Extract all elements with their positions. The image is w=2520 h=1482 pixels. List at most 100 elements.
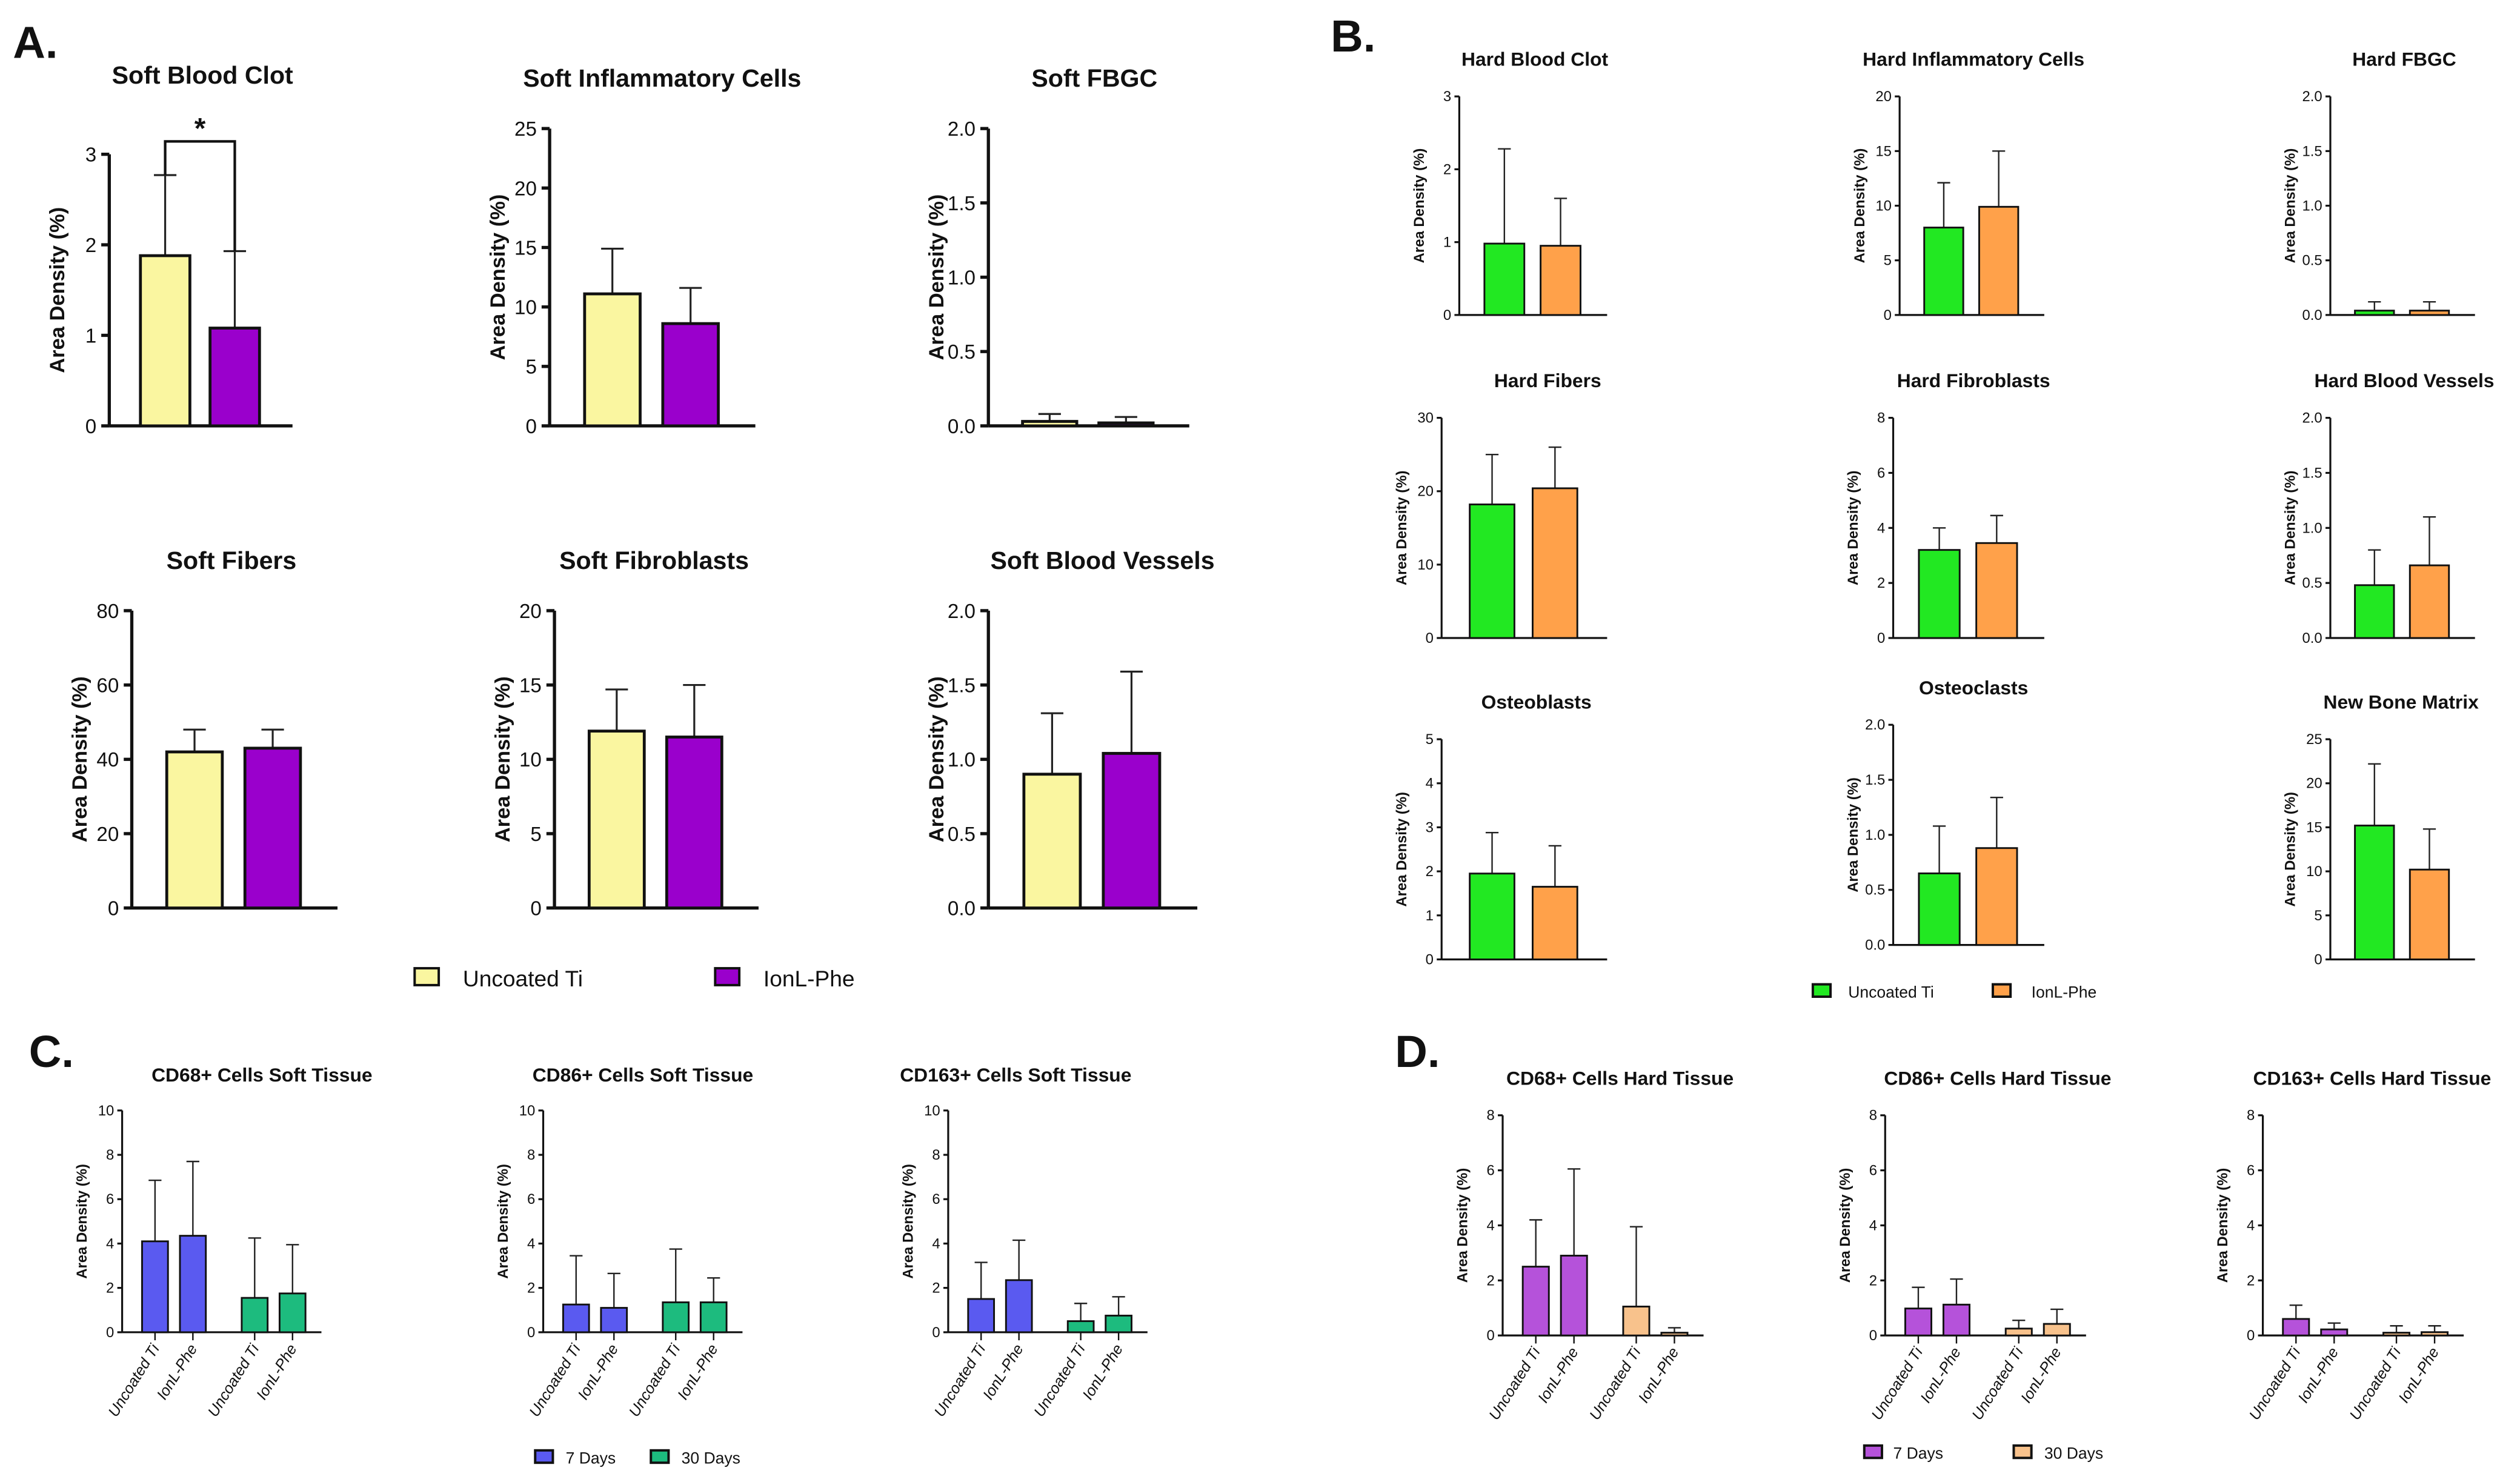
y-tick-label: 40 — [96, 749, 119, 771]
legend-panel-b: Uncoated Ti IonL-Phe — [1811, 983, 2096, 1001]
y-tick-label: 2 — [85, 234, 96, 257]
y-tick-label: 5 — [2314, 908, 2322, 924]
y-axis-label: Area Density (%) — [74, 1164, 90, 1279]
chart-cd86-cells-soft-tissue: CD86+ Cells Soft Tissue 0 2 4 6 8 10 Area Densi… — [495, 1064, 753, 1420]
legend-label: 7 Days — [1893, 1444, 1944, 1463]
bar-ionl-phe — [243, 746, 302, 909]
y-axis-label: Area Density (%) — [2282, 792, 2299, 907]
chart-title: Soft Blood Vessels — [990, 547, 1214, 574]
bar-uncoated-ti — [967, 1298, 996, 1334]
y-tick-label: 0 — [527, 1324, 535, 1341]
y-tick-label: 8 — [932, 1147, 940, 1163]
legend-swatch — [1811, 983, 1832, 999]
chart-title: CD68+ Cells Hard Tissue — [1506, 1067, 1734, 1089]
y-tick-label: 10 — [98, 1103, 115, 1119]
chart-title: Soft Fibers — [167, 547, 297, 574]
y-tick-label: 6 — [1486, 1163, 1494, 1179]
y-tick-label: 10 — [1875, 198, 1892, 214]
bar-ionl-phe — [1532, 886, 1578, 960]
bar-ionl-phe — [1005, 1279, 1033, 1334]
bar-ionl-phe — [208, 327, 261, 428]
y-tick-label: 2.0 — [2302, 88, 2322, 105]
bar-ionl-phe — [1097, 421, 1155, 428]
y-tick-label: 0 — [932, 1324, 940, 1341]
y-tick-label: 4 — [1877, 520, 1885, 536]
y-tick-label: 0 — [1486, 1327, 1494, 1344]
bar-uncoated-ti — [1904, 1308, 1932, 1337]
legend-swatch — [1991, 983, 2012, 999]
y-tick-label: 8 — [1877, 410, 1885, 427]
legend-label: Uncoated Ti — [463, 966, 583, 991]
y-axis-label: Area Density (%) — [1845, 471, 1861, 586]
y-tick-label: 2 — [1443, 161, 1451, 178]
y-tick-label: 5 — [525, 356, 536, 379]
x-tick-label: Uncoated Ti — [931, 1341, 989, 1420]
chart-title: Soft Blood Clot — [112, 61, 293, 89]
bar-uncoated-ti — [1918, 872, 1961, 946]
x-tick-label: Uncoated Ti — [1031, 1341, 1089, 1420]
y-tick-label: 1.0 — [948, 749, 976, 771]
chart-title: Osteoblasts — [1481, 691, 1592, 713]
y-tick-label: 20 — [1875, 88, 1892, 105]
chart-soft-inflammatory-cells: Soft Inflammatory Cells 0 5 10 15 20 25 Area De… — [487, 64, 802, 438]
chart-osteoclasts: Osteoclasts 0.0 0.5 1.0 1.5 2.0 Area Density (… — [1845, 677, 2044, 954]
legend-label: 7 Days — [566, 1449, 616, 1467]
chart-osteoblasts: Osteoblasts 0 1 2 3 4 5 Area Density (%) — [1394, 691, 1607, 968]
chart-title: Hard Fibroblasts — [1897, 370, 2050, 391]
x-tick-label: Uncoated Ti — [526, 1341, 584, 1420]
y-axis-label: Area Density (%) — [495, 1164, 511, 1279]
bar-ionl-phe — [1560, 1254, 1588, 1337]
panel-label-b: B. — [1331, 11, 1375, 61]
y-tick-label: 6 — [1877, 465, 1885, 481]
y-tick-label: 0 — [85, 416, 96, 438]
bar-ionl-phe — [1975, 847, 2018, 946]
legend-label: 30 Days — [682, 1449, 740, 1467]
y-tick-label: 1.5 — [948, 193, 976, 215]
y-tick-label: 10 — [519, 1103, 536, 1119]
y-tick-label: 5 — [530, 823, 541, 846]
bar-ionl-phe — [699, 1301, 728, 1334]
chart-hard-fibers: Hard Fibers 0 10 20 30 Area Density (%) — [1394, 370, 1607, 646]
y-tick-label: 10 — [514, 297, 537, 319]
y-tick-label: 8 — [527, 1147, 535, 1163]
chart-cd163-cells-hard-tissue: CD163+ Cells Hard Tissue 0 2 4 6 8 Area Densit… — [2215, 1067, 2491, 1423]
y-tick-label: 2 — [527, 1280, 535, 1297]
y-tick-label: 0 — [1426, 630, 1434, 646]
bar-ionl-phe — [1540, 245, 1581, 316]
y-tick-label: 5 — [1426, 731, 1434, 748]
chart-title: CD86+ Cells Soft Tissue — [533, 1064, 754, 1086]
chart-title: Hard Blood Vessels — [2314, 370, 2494, 391]
y-tick-label: 0 — [1443, 307, 1451, 324]
y-axis-label: Area Density (%) — [491, 676, 514, 842]
bar-uncoated-ti — [583, 292, 642, 428]
bar-ionl-phe — [2409, 564, 2450, 639]
y-axis-label: Area Density (%) — [487, 194, 510, 361]
y-tick-label: 0 — [530, 898, 541, 920]
legend-label: 30 Days — [2044, 1444, 2103, 1463]
chart-soft-fbgc: Soft FBGC 0.0 0.5 1.0 1.5 2.0 Area Density (%) — [925, 64, 1189, 438]
legend-swatch — [650, 1449, 670, 1464]
y-tick-label: 0 — [525, 416, 536, 438]
panel-label-c: C. — [29, 1026, 74, 1077]
x-tick-label: Uncoated Ti — [1586, 1344, 1644, 1423]
chart-title: Soft Fibroblasts — [559, 547, 749, 574]
y-axis-label: Area Density (%) — [1837, 1168, 1853, 1283]
y-tick-label: 3 — [1443, 88, 1451, 105]
y-axis-label: Area Density (%) — [900, 1164, 917, 1279]
y-tick-label: 2 — [1486, 1272, 1494, 1289]
y-tick-label: 3 — [85, 144, 96, 167]
y-tick-label: 60 — [96, 675, 119, 697]
chart-cd68-cells-soft-tissue: CD68+ Cells Soft Tissue 0 2 4 6 8 10 Area Densi… — [74, 1064, 372, 1420]
y-tick-label: 2.0 — [1865, 717, 1885, 733]
y-tick-label: 6 — [106, 1191, 114, 1208]
y-tick-label: 2 — [1869, 1272, 1877, 1289]
bar-uncoated-ti — [1918, 549, 1961, 639]
y-tick-label: 0 — [1877, 630, 1885, 646]
chart-soft-fibroblasts: Soft Fibroblasts 0 5 10 15 20 Area Density (%) — [491, 547, 759, 920]
y-tick-label: 4 — [1486, 1217, 1494, 1234]
chart-hard-inflammatory-cells: Hard Inflammatory Cells 0 5 10 15 20 Area Dens… — [1852, 48, 2084, 324]
bar-uncoated-ti — [2004, 1327, 2033, 1337]
chart-title: Osteoclasts — [1919, 677, 2028, 699]
bar-uncoated-ti — [1483, 242, 1526, 316]
bar-uncoated-ti — [241, 1297, 269, 1334]
